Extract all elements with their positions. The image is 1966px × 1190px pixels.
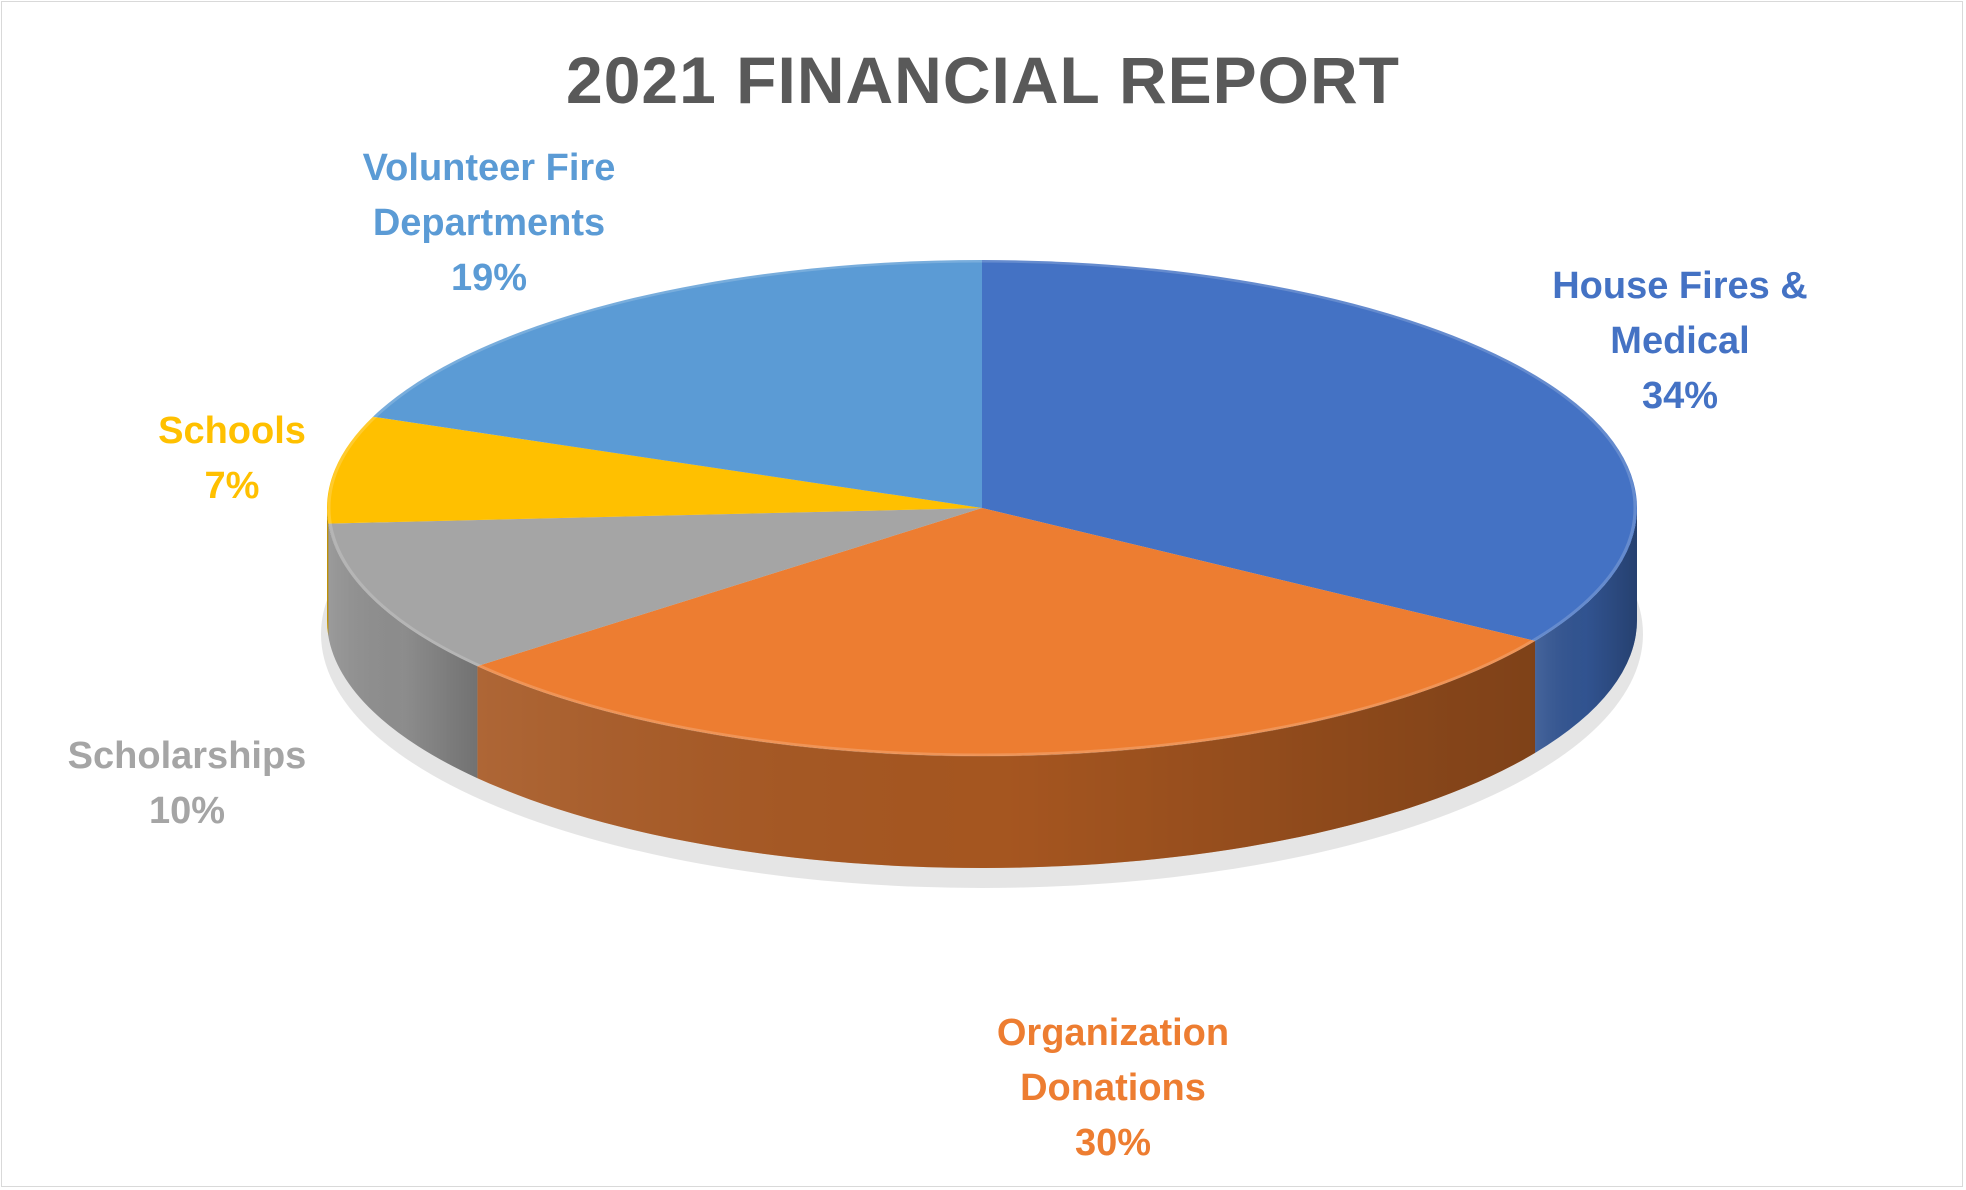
- data-label-schools-line-1: Schools: [158, 410, 306, 452]
- pie-side-scholarships: [328, 523, 478, 779]
- data-label-schools: Schools 7%: [158, 410, 306, 507]
- data-label-volunteer-fire-departments: Volunteer Fire Departments 19%: [363, 147, 616, 299]
- pie-slice-scholarships[interactable]: [328, 508, 982, 667]
- pie-side-schools: [327, 508, 329, 636]
- data-label-organization-donations: Organization Donations 30%: [997, 1012, 1229, 1164]
- pie-side-organization-donations: [477, 640, 1536, 868]
- data-label-house-fires-medical: House Fires & Medical 34%: [1552, 265, 1808, 417]
- data-label-organization-donations-value: 30%: [1075, 1122, 1151, 1164]
- pie-slice-house-fires-medical[interactable]: [982, 260, 1637, 641]
- data-label-organization-donations-line-1: Organization: [997, 1012, 1229, 1054]
- data-label-volunteer-fire-departments-line-1: Volunteer Fire: [363, 147, 616, 189]
- data-label-volunteer-fire-departments-value: 19%: [451, 257, 527, 299]
- chart-title: 2021 FINANCIAL REPORT: [566, 43, 1400, 117]
- data-label-house-fires-medical-value: 34%: [1642, 375, 1718, 417]
- pie-slice-schools[interactable]: [327, 416, 983, 524]
- pie-side-house-fires-medical: [1535, 508, 1637, 753]
- data-label-house-fires-medical-line-1: House Fires &: [1552, 265, 1808, 307]
- data-label-volunteer-fire-departments-line-2: Departments: [373, 202, 605, 244]
- data-label-schools-value: 7%: [205, 465, 260, 507]
- data-label-scholarships: Scholarships 10%: [68, 735, 307, 832]
- pie-slice-organization-donations[interactable]: [477, 508, 1536, 756]
- data-label-house-fires-medical-line-2: Medical: [1610, 320, 1749, 362]
- data-label-scholarships-line-1: Scholarships: [68, 735, 307, 777]
- pie-slice-volunteer-fire-departments[interactable]: [372, 260, 982, 508]
- data-label-organization-donations-line-2: Donations: [1020, 1067, 1206, 1109]
- data-label-scholarships-value: 10%: [149, 790, 225, 832]
- pie-rim-highlight: [327, 259, 1637, 757]
